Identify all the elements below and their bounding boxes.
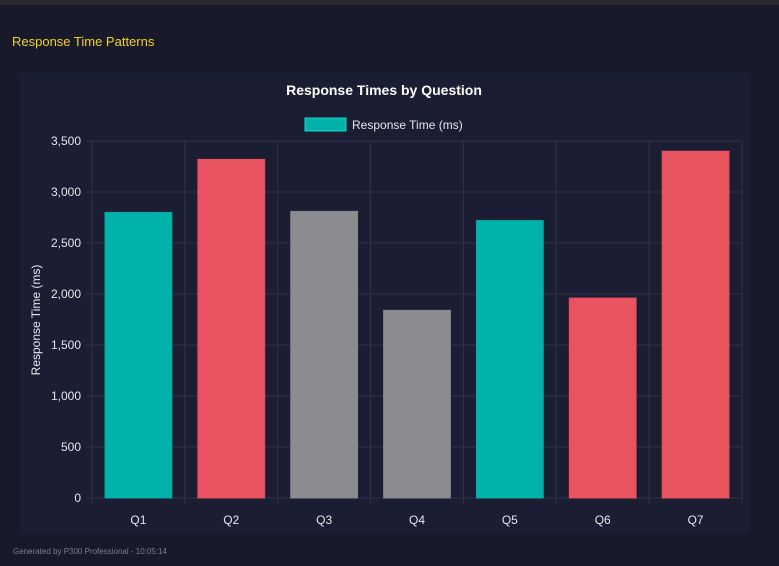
section-title: Response Time Patterns (12, 34, 155, 49)
y-tick-label: 0 (74, 491, 81, 505)
x-tick-label: Q3 (316, 513, 332, 527)
y-tick-label: 3,500 (51, 134, 81, 148)
bar-q5[interactable] (475, 220, 544, 499)
bar-q6[interactable] (568, 297, 637, 499)
bar-q1[interactable] (104, 211, 173, 499)
y-tick-label: 500 (61, 440, 81, 454)
x-tick-label: Q5 (502, 513, 518, 527)
bar-q4[interactable] (383, 309, 451, 499)
bar-q2[interactable] (197, 158, 266, 499)
y-axis-label: Response Time (ms) (29, 265, 43, 376)
bar-q3[interactable] (290, 210, 359, 499)
y-tick-label: 3,000 (51, 185, 81, 199)
top-bar (0, 0, 779, 5)
y-tick-label: 2,000 (51, 287, 81, 301)
bar-q7[interactable] (661, 150, 730, 499)
chart-title: Response Times by Question (286, 82, 482, 98)
y-tick-label: 2,500 (51, 236, 81, 250)
x-tick-label: Q6 (595, 513, 611, 527)
x-tick-label: Q7 (688, 513, 704, 527)
x-tick-label: Q2 (223, 513, 239, 527)
x-tick-label: Q1 (130, 513, 146, 527)
legend-label[interactable]: Response Time (ms) (352, 118, 463, 132)
footer-text: Generated by P300 Professional - 10:05:1… (13, 547, 167, 556)
x-tick-label: Q4 (409, 513, 425, 527)
y-tick-label: 1,000 (51, 389, 81, 403)
legend-swatch (304, 117, 347, 132)
y-tick-label: 1,500 (51, 338, 81, 352)
